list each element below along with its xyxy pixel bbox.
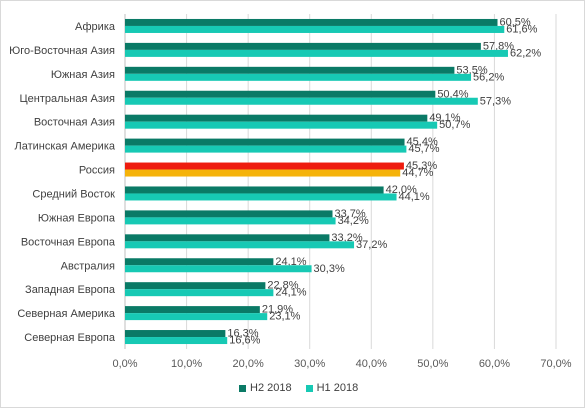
x-tick-label: 50,0%: [417, 358, 448, 370]
category-label: Западная Европа: [25, 284, 116, 296]
bar-h2: [125, 138, 405, 146]
data-label: 24,1%: [275, 287, 306, 299]
x-tick-label: 0,0%: [112, 358, 137, 370]
bar-h1: [125, 169, 401, 177]
bar-h2: [125, 330, 226, 338]
bar-h1: [125, 97, 478, 105]
data-label: 33,2%: [331, 232, 362, 244]
category-label: Центральная Азия: [20, 93, 115, 105]
data-label: 21,9%: [262, 304, 293, 316]
data-label: 57,8%: [483, 40, 514, 52]
bar-h2: [125, 18, 498, 26]
bar-h2: [125, 90, 436, 98]
bar-h2: [125, 66, 455, 74]
bar-h1: [125, 25, 505, 33]
legend-label-h1: Н1 2018: [316, 382, 359, 394]
bar-h1: [125, 265, 312, 273]
category-label: Южная Азия: [51, 69, 115, 81]
category-label: Юго-Восточная Азия: [9, 45, 115, 57]
data-label: 34,2%: [338, 215, 369, 227]
legend-item-h1: Н1 2018: [305, 382, 359, 394]
x-tick-label: 20,0%: [233, 358, 264, 370]
bar-h2: [125, 282, 266, 290]
legend-swatch-h1: [305, 384, 313, 392]
bar-h2: [125, 234, 330, 242]
data-label: 24,1%: [275, 256, 306, 268]
bar-h2: [125, 186, 384, 194]
x-tick-label: 30,0%: [294, 358, 325, 370]
data-label: 45,3%: [406, 160, 437, 172]
category-label: Северная Европа: [24, 332, 116, 344]
data-label: 56,2%: [473, 71, 504, 83]
bar-h1: [125, 289, 274, 297]
category-label: Латинская Америка: [15, 141, 116, 153]
bar-h1: [125, 121, 438, 129]
bar-h2: [125, 210, 333, 218]
bar-h1: [125, 145, 407, 153]
data-label: 37,2%: [356, 239, 387, 251]
x-tick-label: 40,0%: [356, 358, 387, 370]
category-label: Северная Америка: [17, 308, 116, 320]
category-label: Восточная Азия: [34, 117, 115, 129]
data-label: 16,3%: [227, 328, 258, 340]
data-label: 57,3%: [480, 95, 511, 107]
bar-h1: [125, 73, 472, 81]
legend-swatch-h2: [239, 384, 246, 392]
legend: Н2 2018 Н1 2018: [239, 382, 358, 394]
legend-label-h2: Н2 2018: [250, 382, 292, 394]
bar-h2: [125, 306, 260, 314]
category-label: Африка: [75, 21, 116, 33]
data-label: 62,2%: [510, 47, 541, 59]
category-label: Средний Восток: [32, 188, 115, 200]
data-label: 60,5%: [500, 16, 531, 28]
category-label: Восточная Европа: [21, 236, 116, 248]
bar-h1: [125, 217, 336, 225]
x-tick-label: 60,0%: [479, 358, 510, 370]
data-label: 22,8%: [267, 280, 298, 292]
bar-h2: [125, 114, 428, 122]
bar-h1: [125, 337, 228, 345]
bar-h2: [125, 162, 404, 170]
bar-h1: [125, 193, 397, 201]
data-label: 44,1%: [399, 191, 430, 203]
data-label: 33,7%: [334, 208, 365, 220]
data-label: 45,4%: [407, 136, 438, 148]
data-label: 44,7%: [402, 167, 433, 179]
data-label: 23,1%: [269, 311, 300, 323]
data-label: 16,6%: [229, 335, 260, 347]
data-label: 50,4%: [437, 88, 468, 100]
category-label: Россия: [79, 165, 115, 177]
x-tick-label: 10,0%: [171, 358, 202, 370]
bar-h1: [125, 49, 508, 57]
bar-h2: [125, 258, 274, 266]
category-label: Южная Европа: [38, 212, 116, 224]
x-tick-label: 70,0%: [540, 358, 571, 370]
data-label: 30,3%: [314, 263, 345, 275]
data-label: 61,6%: [506, 23, 537, 35]
data-label: 53,5%: [456, 64, 487, 76]
data-label: 42,0%: [386, 184, 417, 196]
bar-h2: [125, 42, 481, 50]
legend-item-h2: Н2 2018: [239, 382, 292, 394]
data-label: 45,7%: [408, 143, 439, 155]
bar-h1: [125, 241, 355, 249]
data-label: 50,7%: [439, 119, 470, 131]
category-label: Австралия: [61, 260, 115, 272]
data-label: 49,1%: [429, 112, 460, 124]
bar-h1: [125, 313, 268, 321]
